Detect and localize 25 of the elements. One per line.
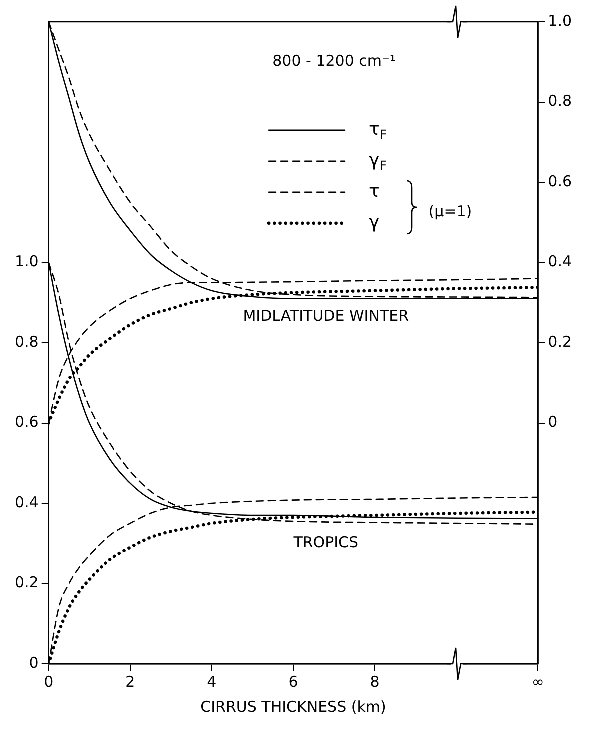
y2-tick-label: 0 (548, 413, 558, 432)
annotation: MIDLATITUDE WINTER (243, 306, 410, 325)
x-tick-label: 6 (288, 672, 298, 691)
y2-tick-label: 0.8 (548, 92, 572, 110)
y-tick-label: 0.2 (14, 574, 39, 592)
x-tick-label: 0 (44, 672, 54, 691)
y2-tick-label: 0.4 (548, 252, 572, 271)
legend-label: τ (369, 181, 380, 202)
y2-tick-label: 1.0 (548, 12, 572, 30)
y2-tick-label: 0.2 (548, 332, 572, 351)
x-tick-label: 8 (370, 672, 380, 691)
annotation: 800 - 1200 cm⁻¹ (272, 52, 396, 70)
y-tick-label: 0 (29, 654, 39, 672)
annotation: TROPICS (292, 534, 359, 552)
x-tick-label: 4 (207, 672, 217, 691)
annotation: (μ=1) (428, 202, 472, 220)
y-tick-label: 0.6 (14, 413, 39, 432)
x-axis-title: CIRRUS THICKNESS (km) (200, 698, 386, 716)
y-tick-label: 1.0 (14, 252, 39, 271)
y2-tick-label: 0.6 (548, 172, 572, 190)
y-tick-label: 0.4 (14, 493, 39, 512)
y-tick-label: 0.8 (14, 332, 39, 351)
x-tick-label: 2 (126, 672, 136, 691)
legend-label: γ (369, 212, 380, 234)
x-tick-label: ∞ (532, 672, 544, 691)
